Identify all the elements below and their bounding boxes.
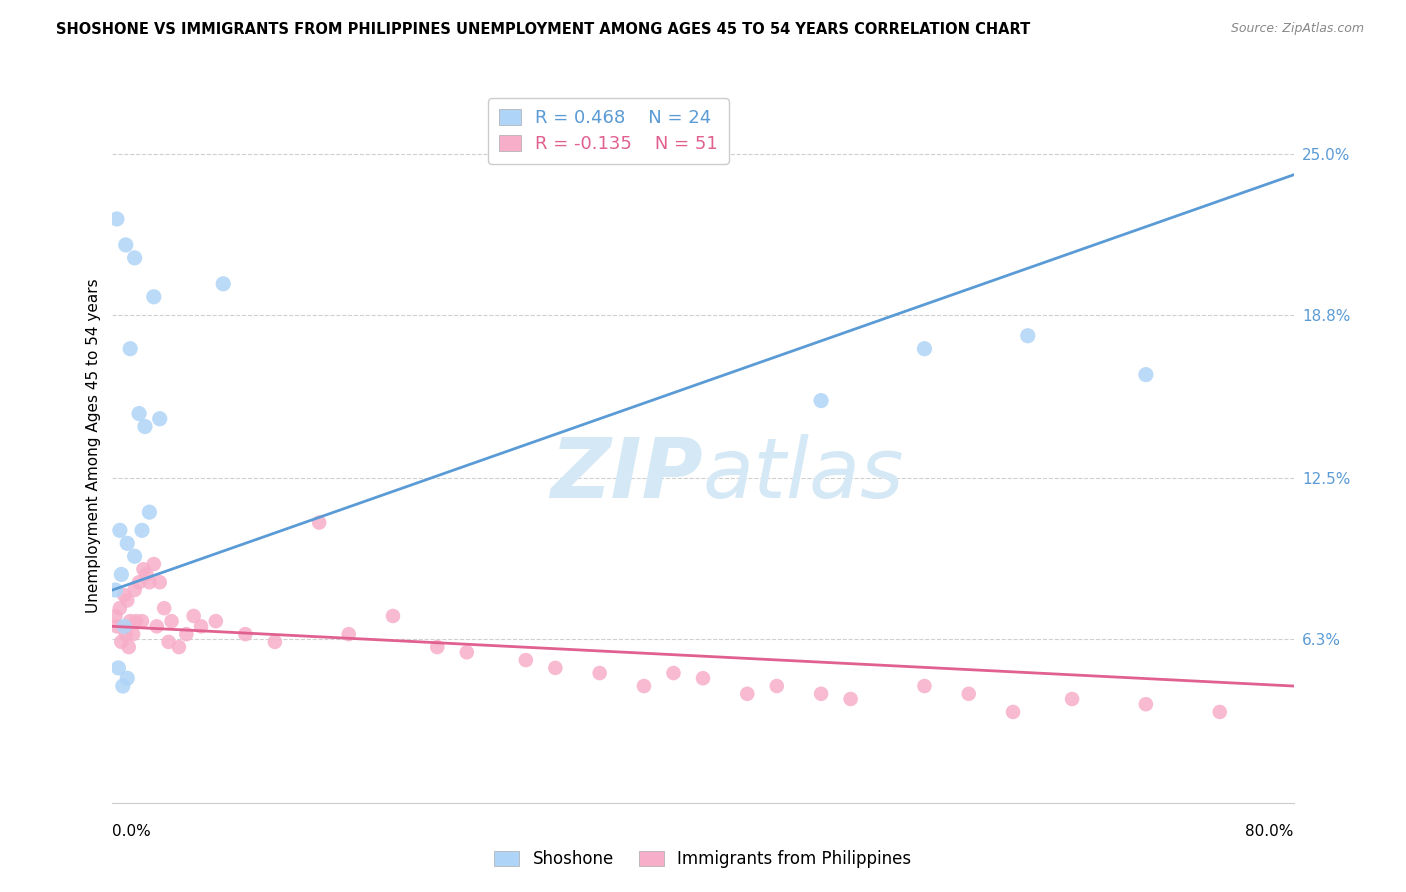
Point	[914, 679, 936, 693]
Point	[149, 411, 172, 425]
Point	[633, 679, 655, 693]
Point	[112, 588, 135, 602]
Point	[114, 238, 136, 252]
Text: 0.0%: 0.0%	[112, 823, 152, 838]
Point	[914, 342, 936, 356]
Point	[588, 666, 610, 681]
Point	[105, 211, 128, 226]
Point	[104, 582, 127, 597]
Point	[810, 687, 832, 701]
Point	[112, 619, 135, 633]
Point	[142, 557, 165, 571]
Point	[174, 627, 197, 641]
Point	[737, 687, 759, 701]
Point	[692, 671, 714, 685]
Point	[153, 601, 176, 615]
Point	[131, 614, 153, 628]
Point	[544, 661, 567, 675]
Point	[142, 290, 165, 304]
Point	[190, 619, 212, 633]
Point	[957, 687, 980, 701]
Point	[132, 562, 155, 576]
Point	[122, 627, 145, 641]
Point	[839, 692, 862, 706]
Point	[766, 679, 789, 693]
Text: SHOSHONE VS IMMIGRANTS FROM PHILIPPINES UNEMPLOYMENT AMONG AGES 45 TO 54 YEARS C: SHOSHONE VS IMMIGRANTS FROM PHILIPPINES …	[56, 22, 1031, 37]
Point	[128, 407, 150, 421]
Point	[110, 567, 132, 582]
Point	[183, 609, 205, 624]
Point	[264, 635, 287, 649]
Point	[1135, 697, 1157, 711]
Point	[128, 575, 150, 590]
Point	[111, 679, 134, 693]
Point	[662, 666, 685, 681]
Point	[105, 619, 128, 633]
Point	[160, 614, 183, 628]
Point	[337, 627, 360, 641]
Point	[1208, 705, 1232, 719]
Point	[233, 627, 256, 641]
Text: atlas: atlas	[703, 434, 904, 515]
Point	[124, 582, 146, 597]
Point	[120, 614, 142, 628]
Point	[1062, 692, 1084, 706]
Point	[1135, 368, 1157, 382]
Point	[120, 342, 142, 356]
Point	[149, 575, 172, 590]
Point	[110, 635, 132, 649]
Point	[118, 640, 141, 654]
Point	[108, 524, 131, 538]
Legend: R = 0.468    N = 24, R = -0.135    N = 51: R = 0.468 N = 24, R = -0.135 N = 51	[488, 98, 728, 163]
Point	[456, 645, 478, 659]
Point	[114, 627, 136, 641]
Point	[167, 640, 190, 654]
Point	[125, 614, 148, 628]
Point	[212, 277, 235, 291]
Point	[131, 524, 153, 538]
Text: Source: ZipAtlas.com: Source: ZipAtlas.com	[1230, 22, 1364, 36]
Point	[810, 393, 832, 408]
Y-axis label: Unemployment Among Ages 45 to 54 years: Unemployment Among Ages 45 to 54 years	[86, 278, 101, 614]
Point	[157, 635, 180, 649]
Point	[426, 640, 449, 654]
Point	[135, 567, 157, 582]
Point	[104, 609, 127, 624]
Point	[1017, 328, 1039, 343]
Point	[382, 609, 405, 624]
Point	[134, 419, 156, 434]
Legend: Shoshone, Immigrants from Philippines: Shoshone, Immigrants from Philippines	[488, 844, 918, 875]
Point	[117, 671, 138, 685]
Point	[515, 653, 537, 667]
Point	[124, 549, 146, 564]
Point	[138, 505, 160, 519]
Point	[108, 601, 131, 615]
Point	[124, 251, 146, 265]
Text: 80.0%: 80.0%	[1246, 823, 1294, 838]
Text: ZIP: ZIP	[550, 434, 703, 515]
Point	[308, 516, 330, 530]
Point	[146, 619, 169, 633]
Point	[117, 536, 138, 550]
Point	[1001, 705, 1024, 719]
Point	[117, 593, 138, 607]
Point	[205, 614, 228, 628]
Point	[138, 575, 160, 590]
Point	[107, 661, 129, 675]
